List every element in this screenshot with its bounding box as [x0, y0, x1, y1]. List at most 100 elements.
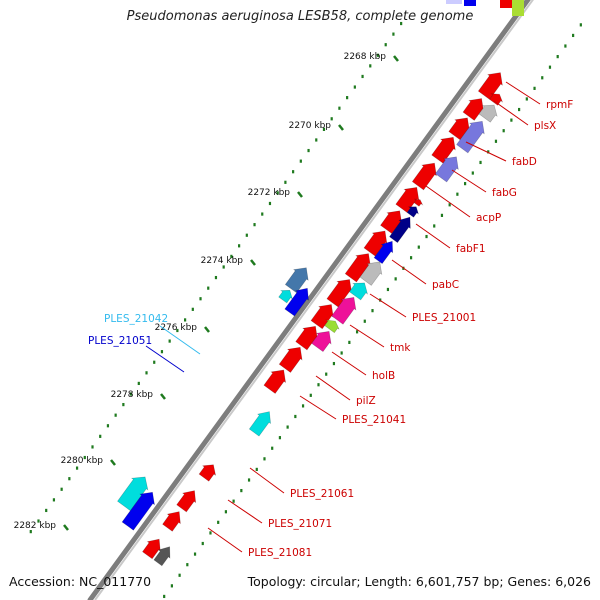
tick-dot — [60, 487, 63, 491]
tick-dot — [548, 65, 552, 69]
tick-dot — [191, 307, 194, 311]
gene-arrow-strand-b — [434, 156, 459, 183]
tick-dot — [433, 224, 436, 228]
tick-dot — [348, 340, 351, 344]
tick-dot — [541, 76, 544, 80]
tick-dot — [186, 563, 189, 567]
kbp-major-tick — [250, 259, 256, 266]
tick-dot — [129, 392, 133, 396]
tick-dot — [209, 531, 212, 535]
tick-dot — [392, 32, 395, 36]
tick-dot — [145, 371, 148, 375]
gene-arrow-strand-a — [310, 304, 334, 330]
tick-dot — [199, 297, 202, 301]
kbp-label: 2280 kbp — [61, 456, 104, 466]
kbp-major-tick — [63, 524, 69, 531]
tick-dot — [448, 203, 451, 207]
kbp-major-tick — [160, 393, 166, 400]
gene-arrow-partial — [512, 0, 524, 16]
tick-dot — [317, 383, 320, 387]
gene-labels: rpmF plsX fabD fabG acpP fabF1 pabC PLES_21001t… — [88, 81, 573, 559]
tick-dot — [207, 286, 210, 290]
tick-dot — [479, 160, 482, 165]
tick-dot — [29, 530, 32, 534]
tick-dot — [518, 107, 521, 112]
tick-dot — [168, 339, 171, 343]
tick-dot — [494, 139, 498, 143]
gene-label-ples-21061: PLES_21061 — [290, 488, 354, 500]
gene-label-fabd: fabD — [512, 156, 537, 168]
tick-dot — [83, 455, 86, 460]
tick-dot — [240, 488, 243, 493]
tick-dot — [214, 275, 218, 280]
tick-dot — [502, 129, 505, 133]
tick-dot — [137, 381, 140, 386]
gene-label-fabf1: fabF1 — [456, 243, 486, 255]
tick-dot — [253, 223, 256, 227]
genome-summary-text: Topology: circular; Length: 6,601,757 bp… — [247, 574, 591, 589]
kbp-label: 2276 kbp — [155, 323, 198, 333]
genome-title: Pseudomonas aeruginosa LESB58, complete … — [126, 9, 474, 24]
tick-dot — [263, 457, 266, 461]
gene-label-ples-21042: PLES_21042 — [104, 313, 168, 325]
gene-arrow-strand-b — [456, 120, 485, 154]
kbp-major-tick — [338, 124, 344, 131]
gene-arrow-partial — [464, 0, 476, 6]
gene-arrow-strand-a — [326, 279, 353, 308]
kbp-major-tick — [393, 55, 399, 62]
tick-dot — [353, 85, 356, 89]
tick-dot — [386, 287, 390, 292]
gene-label-leader — [349, 324, 385, 348]
tick-dot — [510, 118, 513, 122]
gene-arrow-strand-b — [389, 216, 411, 244]
tick-dot — [346, 96, 349, 100]
tick-dot — [369, 64, 372, 68]
tick-dot — [564, 44, 567, 48]
gene-arrow-reverse — [121, 491, 155, 531]
backbone-highlight — [94, 0, 534, 600]
tick-dot — [376, 53, 380, 57]
tick-dot — [268, 201, 272, 206]
gene-arrow-strand-a — [295, 325, 318, 351]
tick-dot — [315, 138, 318, 142]
kbp-label: 2270 kbp — [289, 121, 332, 131]
gene-label-ples-21081: PLES_21081 — [248, 547, 312, 559]
tick-dot — [278, 436, 282, 440]
gene-arrow-reverse — [284, 287, 309, 317]
gene-label-ples-21051: PLES_21051 — [88, 335, 152, 347]
gene-arrow-strand-b — [153, 546, 171, 567]
tick-dot — [330, 117, 333, 121]
tick-dot — [91, 445, 94, 449]
tick-dot — [325, 372, 328, 376]
tick-dot — [425, 234, 428, 239]
tick-dot — [170, 584, 173, 588]
tick-dot — [294, 414, 297, 419]
gene-label-ples-21041: PLES_21041 — [342, 414, 406, 426]
tick-dot — [193, 552, 197, 556]
tick-dot — [487, 150, 490, 154]
gene-label-leader — [299, 395, 337, 420]
tick-dot — [230, 254, 233, 259]
gene-label-pilz: pilZ — [356, 395, 376, 407]
gene-arrow-strand-a — [395, 187, 420, 213]
tick-dot — [361, 74, 364, 79]
kbp-major-tick — [110, 459, 116, 466]
tick-dot — [271, 446, 274, 450]
tick-dot — [417, 245, 420, 249]
tick-dot — [153, 360, 156, 364]
gene-label-leader — [493, 100, 529, 126]
kbp-major-tick — [204, 326, 210, 333]
kbp-label: 2268 kbp — [344, 52, 387, 62]
gene-label-fabg: fabG — [492, 187, 517, 199]
gene-arrow-strand-b — [348, 282, 369, 301]
tick-dot — [114, 413, 117, 417]
gene-label-holb: holB — [372, 370, 395, 382]
tick-dot — [222, 265, 225, 269]
gene-features — [117, 0, 524, 567]
gene-label-rpmf: rpmF — [546, 99, 573, 111]
gene-label-leader — [159, 325, 201, 355]
tick-dot — [301, 404, 305, 408]
tick-dot — [299, 159, 302, 163]
tick-dot — [247, 478, 251, 482]
tick-dot — [232, 499, 235, 503]
